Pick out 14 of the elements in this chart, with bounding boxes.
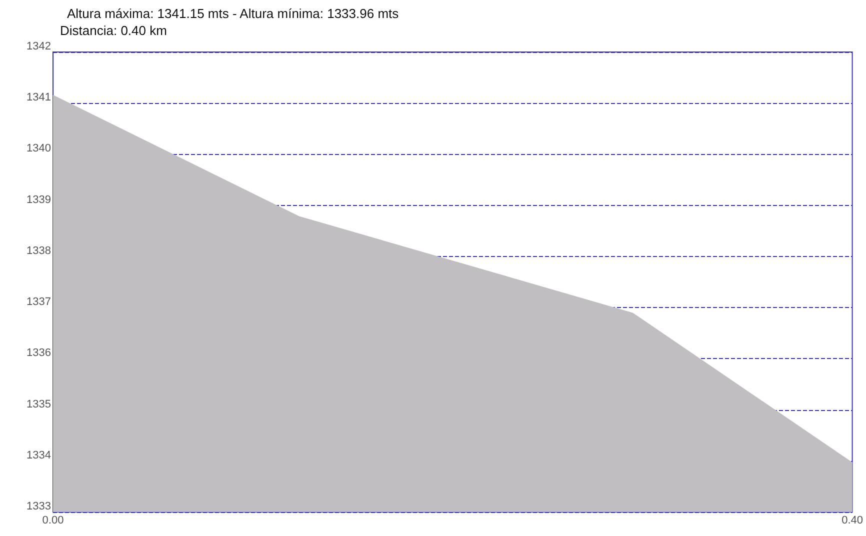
y-tick-label: 1333 xyxy=(26,500,51,512)
x-tick-label: 0.40 xyxy=(842,514,864,526)
y-tick-label: 1336 xyxy=(26,347,51,360)
y-tick-label: 1341 xyxy=(26,92,51,104)
y-tick-label: 1340 xyxy=(26,142,51,155)
y-tick-label: 1342 xyxy=(26,40,51,52)
y-tick-label: 1334 xyxy=(26,449,51,462)
y-tick-label: 1338 xyxy=(26,244,51,257)
chart-title: Altura máxima: 1341.15 mts - Altura mínima: 1333.96 mts xyxy=(67,6,400,21)
y-tick-label: 1335 xyxy=(26,398,51,410)
x-tick-label: 0.00 xyxy=(42,514,64,526)
y-tick-label: 1339 xyxy=(26,194,51,206)
y-tick-label: 1337 xyxy=(26,296,51,308)
chart-subtitle: Distancia: 0.40 km xyxy=(60,23,167,38)
